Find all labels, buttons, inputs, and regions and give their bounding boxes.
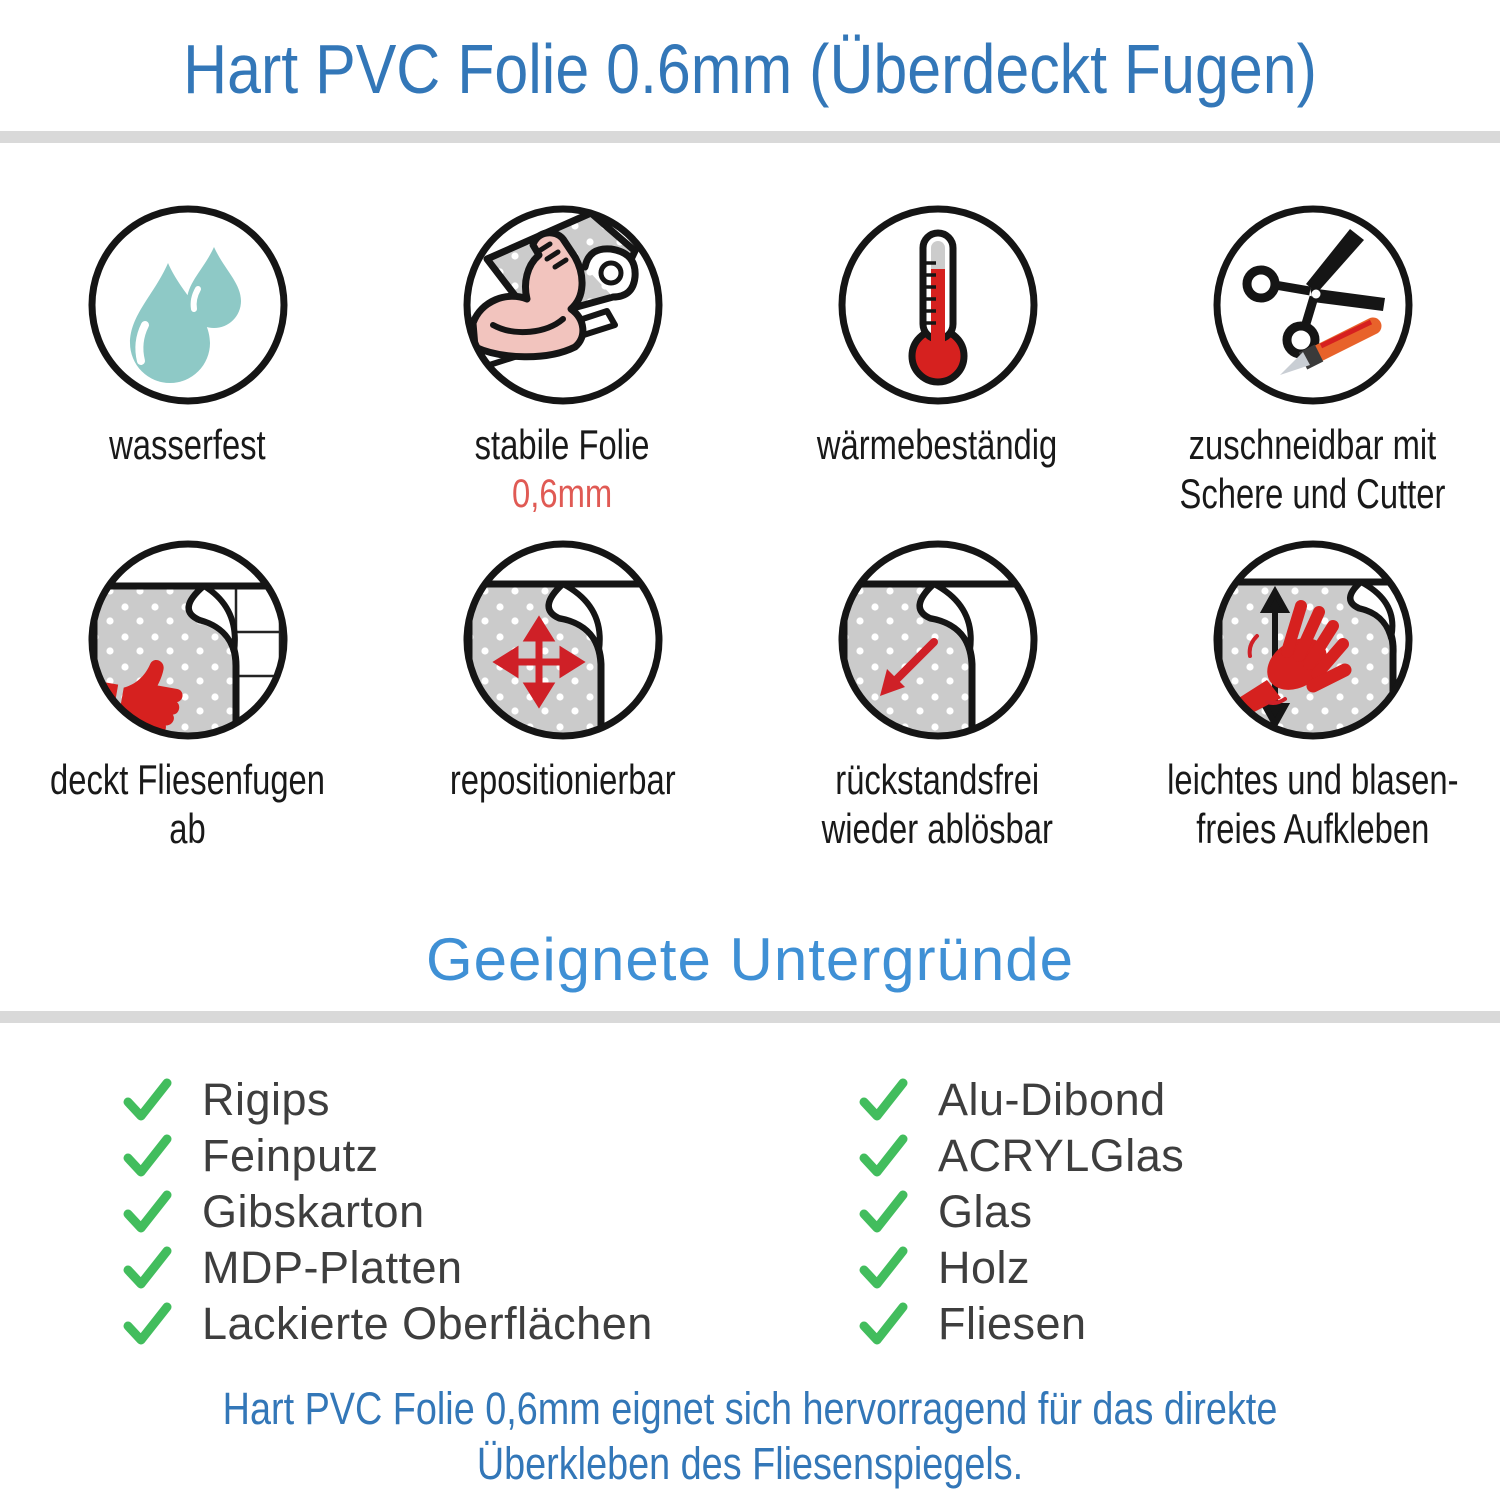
check-icon: [859, 1302, 908, 1345]
feature-subcaption-thickness: 0,6mm: [512, 471, 613, 516]
footer-note: Hart PVC Folie 0,6mm eignet sich hervorr…: [222, 1383, 1278, 1489]
check-icon: [123, 1134, 172, 1177]
feature-cuttable: zuschneidbar mit Schere und Cutter: [1125, 205, 1500, 518]
feature-stable-foil: stabile Folie 0,6mm: [375, 205, 750, 518]
divider-bar-middle: [0, 1011, 1500, 1023]
substrate-label: Feinputz: [202, 1130, 379, 1181]
list-item: ACRYLGlas: [858, 1128, 1418, 1184]
feature-heat-resistant: wärmebeständig: [750, 205, 1125, 518]
substrate-label: Glas: [938, 1186, 1033, 1237]
check-icon: [123, 1078, 172, 1121]
substrate-label: Holz: [938, 1242, 1031, 1293]
substrate-list-right: Alu-Dibond ACRYLGlas Glas Holz Fliesen: [858, 1072, 1418, 1352]
move-arrows-foil-icon: [463, 540, 662, 740]
list-item: Glas: [858, 1184, 1418, 1240]
check-icon: [123, 1246, 172, 1289]
scissors-cutter-icon: [1213, 205, 1412, 405]
page-title: Hart PVC Folie 0.6mm (Überdeckt Fugen): [183, 30, 1317, 108]
substrate-label: Gibskarton: [202, 1186, 425, 1237]
list-item: Rigips: [122, 1072, 782, 1128]
feature-row-1: wasserfest stabile Folie 0,6mm: [0, 205, 1500, 518]
feature-caption: zuschneidbar mit Schere und Cutter: [1179, 421, 1446, 517]
feature-caption: repositionierbar: [449, 756, 676, 803]
thermometer-icon: [838, 205, 1037, 405]
feature-caption: wasserfest: [109, 421, 266, 468]
check-icon: [123, 1302, 172, 1345]
substrate-label: Rigips: [202, 1074, 331, 1125]
divider-bar-top: [0, 131, 1500, 143]
check-icon: [859, 1246, 908, 1289]
water-drops-icon: [88, 205, 287, 405]
feature-residue-free: rückstandsfrei wieder ablösbar: [750, 540, 1125, 853]
list-item: Holz: [858, 1240, 1418, 1296]
feature-covers-grout: deckt Fliesenfugen ab: [0, 540, 375, 853]
feature-bubble-free: leichtes und blasen- freies Aufkleben: [1125, 540, 1500, 853]
substrate-list-left: Rigips Feinputz Gibskarton MDP-Platten L…: [122, 1072, 782, 1352]
substrate-label: ACRYLGlas: [938, 1130, 1185, 1181]
feature-caption: deckt Fliesenfugen ab: [50, 756, 325, 852]
thumb-up-tiles-icon: [88, 540, 287, 740]
muscle-arm-foil-icon: [463, 205, 662, 405]
substrate-label: Lackierte Oberflächen: [202, 1298, 653, 1349]
substrate-label: Fliesen: [938, 1298, 1087, 1349]
check-icon: [859, 1190, 908, 1233]
list-item: Feinputz: [122, 1128, 782, 1184]
list-item: Fliesen: [858, 1296, 1418, 1352]
feature-caption: stabile Folie: [475, 421, 650, 468]
section-title-substrates: Geeignete Untergründe: [425, 926, 1075, 993]
list-item: Alu-Dibond: [858, 1072, 1418, 1128]
smoothing-hand-foil-icon: [1213, 540, 1412, 740]
substrate-label: Alu-Dibond: [938, 1074, 1166, 1125]
feature-waterproof: wasserfest: [0, 205, 375, 518]
substrate-label: MDP-Platten: [202, 1242, 463, 1293]
list-item: MDP-Platten: [122, 1240, 782, 1296]
list-item: Lackierte Oberflächen: [122, 1296, 782, 1352]
feature-caption: rückstandsfrei wieder ablösbar: [821, 756, 1054, 852]
feature-repositionable: repositionierbar: [375, 540, 750, 853]
peel-arrow-foil-icon: [838, 540, 1037, 740]
list-item: Gibskarton: [122, 1184, 782, 1240]
feature-caption: wärmebeständig: [817, 421, 1058, 468]
feature-row-2: deckt Fliesenfugen ab: [0, 540, 1500, 853]
check-icon: [859, 1078, 908, 1121]
check-icon: [859, 1134, 908, 1177]
feature-caption: leichtes und blasen- freies Aufkleben: [1166, 756, 1459, 852]
check-icon: [123, 1190, 172, 1233]
